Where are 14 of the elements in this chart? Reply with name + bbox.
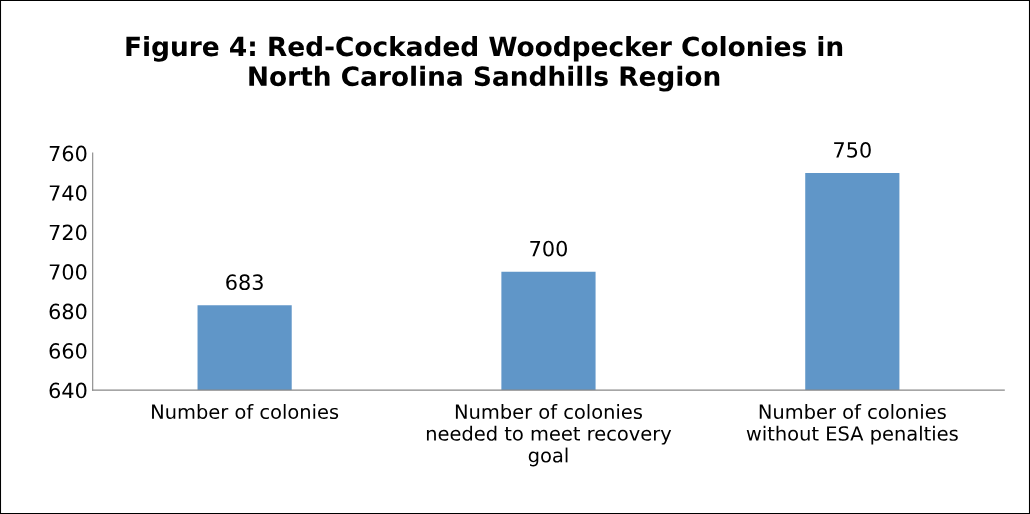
data-label: 683 xyxy=(226,274,263,291)
y-tick-label: 720 xyxy=(49,224,87,241)
chart-title: Figure 4: Red-Cockaded Woodpecker Colonies in North Carolina Sandhills Region xyxy=(126,35,843,92)
y-tick-label: 680 xyxy=(49,303,87,320)
x-tick-label: Number of colonies xyxy=(152,404,339,420)
y-tick-label: 660 xyxy=(49,343,87,359)
x-tick-label: Number of colonies needed to meet recovery goal xyxy=(426,404,672,467)
data-label: 700 xyxy=(530,240,567,257)
y-tick-label: 760 xyxy=(49,145,87,162)
data-label: 750 xyxy=(834,142,871,158)
x-tick-label: Number of colonies without ESA penalties xyxy=(746,404,958,445)
y-tick-label: 740 xyxy=(49,185,87,201)
y-tick-label: 640 xyxy=(49,382,87,399)
y-tick-label: 700 xyxy=(49,264,87,280)
